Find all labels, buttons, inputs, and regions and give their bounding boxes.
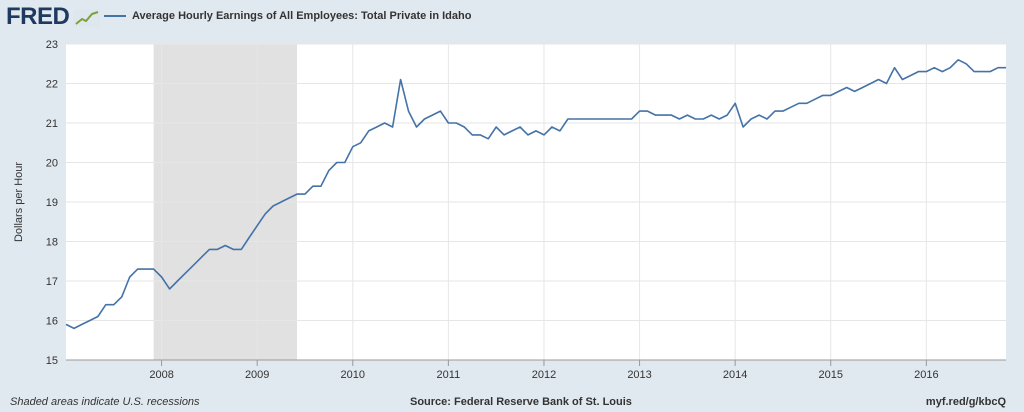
x-tick-label: 2009: [245, 369, 269, 381]
chart-footer: Shaded areas indicate U.S. recessions So…: [0, 392, 1024, 412]
x-tick-label: 2014: [723, 369, 747, 381]
y-tick-label: 15: [46, 355, 58, 367]
chart-header: FRED Average Hourly Earnings of All Empl…: [0, 0, 1024, 36]
x-tick-label: 2012: [532, 369, 556, 381]
y-tick-label: 21: [46, 118, 58, 130]
source-credit: Source: Federal Reserve Bank of St. Loui…: [410, 396, 632, 408]
x-tick-label: 2016: [914, 369, 938, 381]
chart-area: 15 16 17 18 19 20 21 22 23 2008 2009 2010 2011 2012 20…: [0, 36, 1024, 390]
y-tick-label: 18: [46, 237, 58, 249]
line-chart[interactable]: 15 16 17 18 19 20 21 22 23 2008 2009 2010 2011 2012 20…: [0, 36, 1024, 390]
legend-line-swatch: [104, 15, 126, 17]
x-tick-label: 2011: [437, 369, 461, 381]
fred-logo[interactable]: FRED: [6, 3, 70, 30]
y-tick-label: 16: [46, 316, 58, 328]
x-tick-label: 2008: [149, 369, 173, 381]
fred-chart-icon: [74, 9, 100, 27]
short-link[interactable]: myf.red/g/kbcQ: [925, 396, 1006, 408]
chart-legend: Average Hourly Earnings of All Employees…: [104, 10, 471, 22]
y-tick-label: 20: [46, 158, 58, 170]
y-axis-label: Dollars per Hour: [13, 162, 25, 242]
y-tick-label: 23: [46, 39, 58, 51]
y-tick-label: 17: [46, 276, 58, 288]
x-tick-label: 2015: [819, 369, 843, 381]
y-tick-label: 19: [46, 197, 58, 209]
x-tick-label: 2010: [341, 369, 365, 381]
legend-label: Average Hourly Earnings of All Employees…: [132, 10, 472, 22]
x-tick-label: 2013: [627, 369, 651, 381]
recession-note: Shaded areas indicate U.S. recessions: [10, 396, 200, 408]
y-tick-label: 22: [46, 79, 58, 91]
